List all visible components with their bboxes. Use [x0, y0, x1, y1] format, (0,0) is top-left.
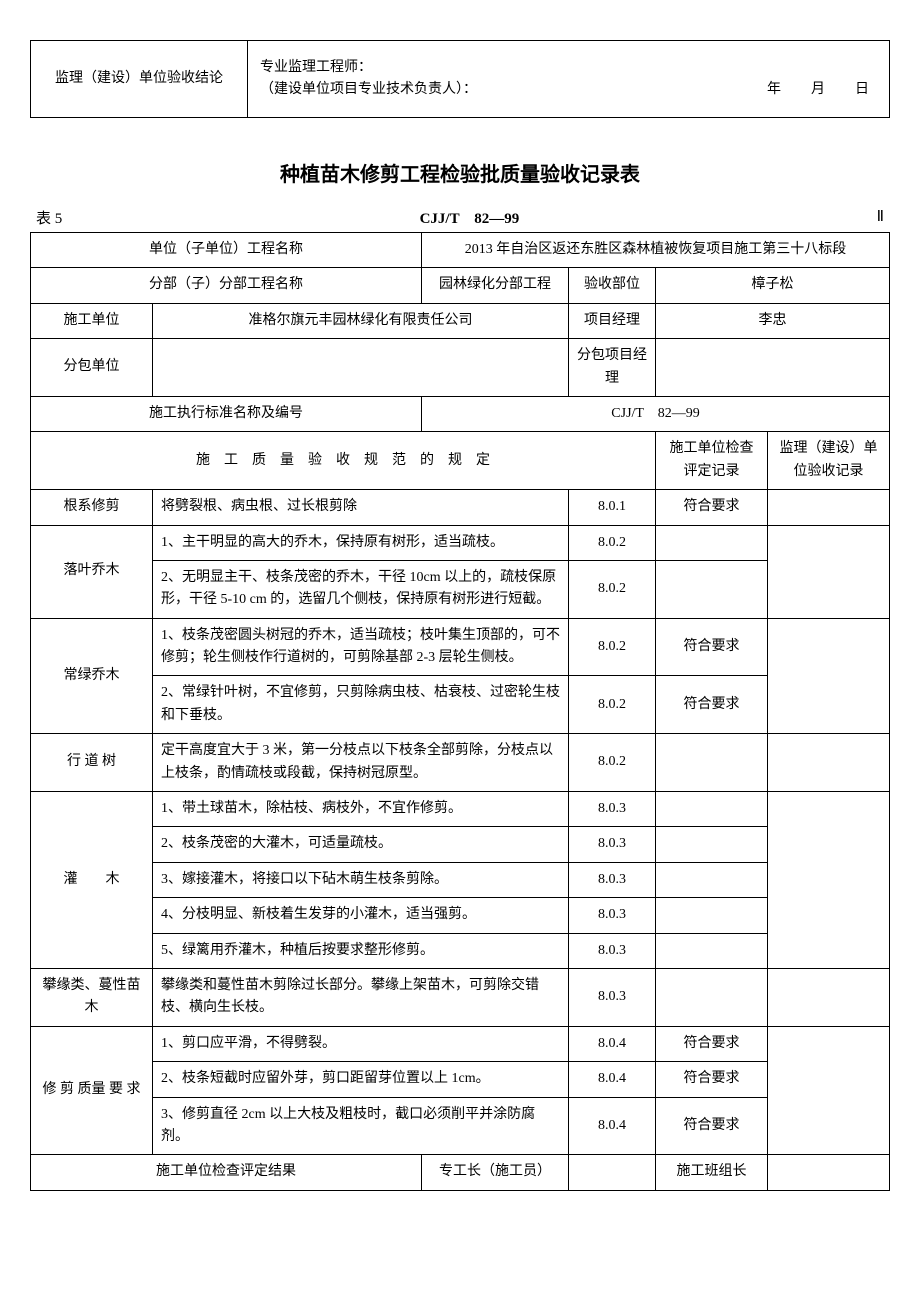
- category-cell: 攀缘类、蔓性苗木: [31, 968, 153, 1026]
- category-cell: 行 道 树: [31, 734, 153, 792]
- spec-desc: 1、枝条茂密圆头树冠的乔木，适当疏枝；枝叶集生顶部的，可不修剪；轮生侧枝作行道树…: [153, 618, 569, 676]
- team-leader-value: [768, 1155, 890, 1190]
- check-result: [656, 862, 768, 897]
- subcontractor-label: 分包单位: [31, 339, 153, 397]
- spec-header: 施 工 质 量 验 收 规 范 的 规 定: [31, 432, 656, 490]
- category-cell: 常绿乔木: [31, 618, 153, 734]
- conclusion-content: 专业监理工程师： （建设单位项目专业技术负责人）： 年 月 日: [248, 41, 890, 118]
- supervise-result: [768, 525, 890, 618]
- foreman-label: 专工长（施工员）: [422, 1155, 569, 1190]
- supervise-result: [768, 968, 890, 1026]
- spec-desc: 2、枝条茂密的大灌木，可适量疏枝。: [153, 827, 569, 862]
- spec-code: 8.0.3: [569, 898, 656, 933]
- spec-desc: 3、嫁接灌木，将接口以下砧木萌生枝条剪除。: [153, 862, 569, 897]
- spec-code: 8.0.3: [569, 862, 656, 897]
- spec-desc: 4、分枝明显、新枝着生发芽的小灌木，适当强剪。: [153, 898, 569, 933]
- tech-lead-label: （建设单位项目专业技术负责人）：: [260, 82, 477, 97]
- check-result: [656, 827, 768, 862]
- category-cell: 灌 木: [31, 792, 153, 969]
- spec-code: 8.0.2: [569, 676, 656, 734]
- category-cell: 落叶乔木: [31, 525, 153, 618]
- check-header: 施工单位检查评定记录: [656, 432, 768, 490]
- check-result: 符合要求: [656, 1097, 768, 1155]
- accept-part-value: 樟子松: [656, 268, 890, 303]
- spec-desc: 定干高度宜大于 3 米，第一分枝点以下枝条全部剪除，分枝点以上枝条，酌情疏枝或段…: [153, 734, 569, 792]
- check-result: [656, 560, 768, 618]
- spec-desc: 2、常绿针叶树，不宜修剪，只剪除病虫枝、枯衰枝、过密轮生枝和下垂枝。: [153, 676, 569, 734]
- unit-project-value: 2013 年自治区返还东胜区森林植被恢复项目施工第三十八标段: [422, 233, 890, 268]
- table-number: 表 5: [36, 207, 62, 228]
- check-result: 符合要求: [656, 618, 768, 676]
- inspection-record-table: 单位（子单位）工程名称 2013 年自治区返还东胜区森林植被恢复项目施工第三十八…: [30, 232, 890, 1191]
- pm-value: 李忠: [656, 303, 890, 338]
- supervision-conclusion-table: 监理（建设）单位验收结论 专业监理工程师： （建设单位项目专业技术负责人）： 年…: [30, 40, 890, 118]
- check-result: [656, 734, 768, 792]
- sub-pm-value: [656, 339, 890, 397]
- page-title: 种植苗木修剪工程检验批质量验收记录表: [30, 158, 890, 187]
- check-result: [656, 933, 768, 968]
- category-cell: 根系修剪: [31, 490, 153, 525]
- pm-label: 项目经理: [569, 303, 656, 338]
- unit-project-label: 单位（子单位）工程名称: [31, 233, 422, 268]
- spec-desc: 5、绿篱用乔灌木，种植后按要求整形修剪。: [153, 933, 569, 968]
- check-result: 符合要求: [656, 1062, 768, 1097]
- supervise-result: [768, 734, 890, 792]
- spec-desc: 1、带土球苗木，除枯枝、病枝外，不宜作修剪。: [153, 792, 569, 827]
- standard-code: CJJ/T 82—99: [420, 207, 520, 228]
- accept-part-label: 验收部位: [569, 268, 656, 303]
- check-result: [656, 525, 768, 560]
- spec-code: 8.0.3: [569, 968, 656, 1026]
- check-result: [656, 792, 768, 827]
- constructor-label: 施工单位: [31, 303, 153, 338]
- team-leader-label: 施工班组长: [656, 1155, 768, 1190]
- spec-code: 8.0.4: [569, 1026, 656, 1061]
- supervise-result: [768, 490, 890, 525]
- sub-header: 表 5 CJJ/T 82—99 Ⅱ: [30, 207, 890, 228]
- standard-value: CJJ/T 82—99: [422, 396, 890, 431]
- spec-code: 8.0.2: [569, 525, 656, 560]
- check-result: [656, 898, 768, 933]
- category-cell: 修 剪 质量 要 求: [31, 1026, 153, 1155]
- spec-code: 8.0.2: [569, 618, 656, 676]
- tech-lead-line: （建设单位项目专业技术负责人）： 年 月 日: [260, 79, 877, 101]
- check-result: [656, 968, 768, 1026]
- spec-desc: 1、主干明显的高大的乔木，保持原有树形，适当疏枝。: [153, 525, 569, 560]
- sub-project-value: 园林绿化分部工程: [422, 268, 569, 303]
- spec-code: 8.0.1: [569, 490, 656, 525]
- sub-pm-label: 分包项目经理: [569, 339, 656, 397]
- foreman-value: [569, 1155, 656, 1190]
- spec-code: 8.0.3: [569, 827, 656, 862]
- date-placeholder: 年 月 日: [767, 79, 877, 101]
- engineer-line: 专业监理工程师：: [260, 57, 877, 79]
- check-result: 符合要求: [656, 490, 768, 525]
- check-result: 符合要求: [656, 1026, 768, 1061]
- spec-desc: 攀缘类和蔓性苗木剪除过长部分。攀缘上架苗木，可剪除交错枝、横向生长枝。: [153, 968, 569, 1026]
- supervise-header: 监理（建设）单位验收记录: [768, 432, 890, 490]
- spec-code: 8.0.2: [569, 734, 656, 792]
- supervise-result: [768, 792, 890, 969]
- spec-desc: 2、枝条短截时应留外芽，剪口距留芽位置以上 1cm。: [153, 1062, 569, 1097]
- conclusion-label: 监理（建设）单位验收结论: [31, 41, 248, 118]
- spec-code: 8.0.4: [569, 1097, 656, 1155]
- spec-code: 8.0.3: [569, 792, 656, 827]
- constructor-value: 准格尔旗元丰园林绿化有限责任公司: [153, 303, 569, 338]
- spec-desc: 2、无明显主干、枝条茂密的乔木，干径 10cm 以上的，疏枝保原形，干径 5-1…: [153, 560, 569, 618]
- result-label: 施工单位检查评定结果: [31, 1155, 422, 1190]
- check-result: 符合要求: [656, 676, 768, 734]
- section-number: Ⅱ: [877, 207, 884, 228]
- spec-desc: 3、修剪直径 2cm 以上大枝及粗枝时，截口必须削平并涂防腐剂。: [153, 1097, 569, 1155]
- spec-desc: 1、剪口应平滑，不得劈裂。: [153, 1026, 569, 1061]
- sub-project-label: 分部（子）分部工程名称: [31, 268, 422, 303]
- spec-desc: 将劈裂根、病虫根、过长根剪除: [153, 490, 569, 525]
- supervise-result: [768, 1026, 890, 1155]
- spec-code: 8.0.2: [569, 560, 656, 618]
- spec-code: 8.0.4: [569, 1062, 656, 1097]
- supervise-result: [768, 618, 890, 734]
- standard-label: 施工执行标准名称及编号: [31, 396, 422, 431]
- subcontractor-value: [153, 339, 569, 397]
- spec-code: 8.0.3: [569, 933, 656, 968]
